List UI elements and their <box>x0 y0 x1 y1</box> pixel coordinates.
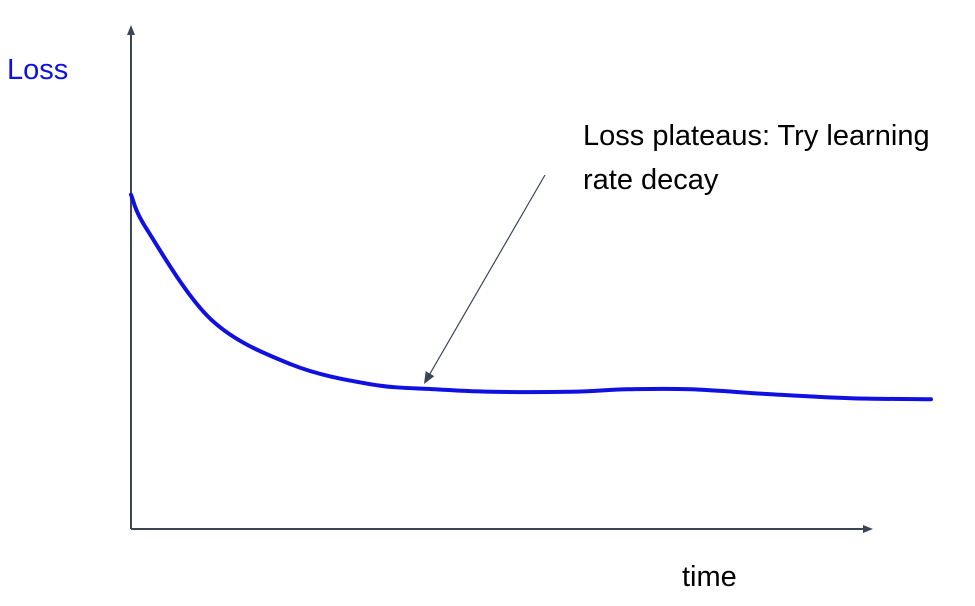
x-axis-label: time <box>682 561 737 593</box>
annotation-arrow <box>423 174 546 385</box>
loss-line <box>129 192 933 402</box>
y-axis-label: Loss <box>7 54 69 86</box>
annotation-text: Loss plateaus: Try learning rate decay <box>583 120 930 196</box>
